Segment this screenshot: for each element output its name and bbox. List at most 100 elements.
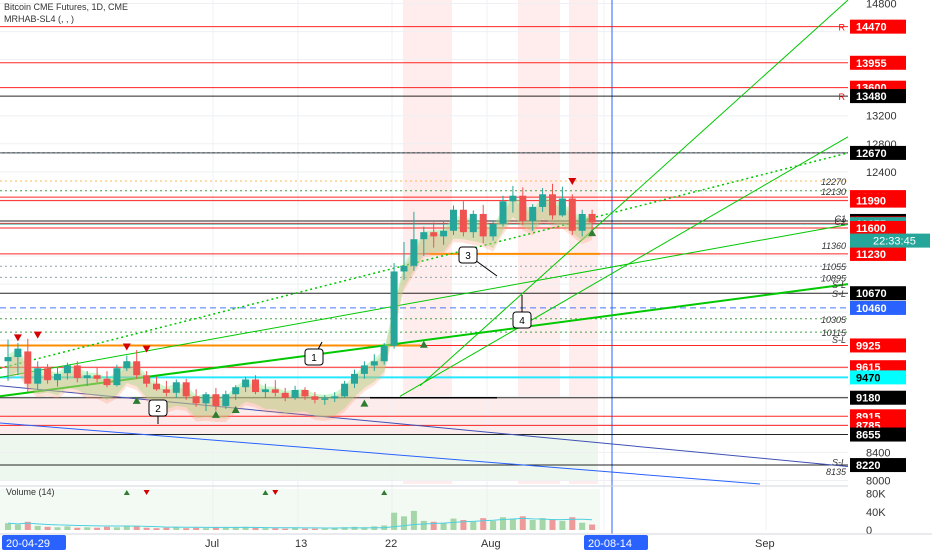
level-annotation: 10895 bbox=[821, 273, 847, 283]
candle-body bbox=[420, 232, 428, 240]
volume-tick-label: 40K bbox=[866, 507, 886, 519]
candle-body bbox=[301, 390, 309, 397]
volume-label: Volume (14) bbox=[6, 487, 55, 497]
volume-axis: 80K 40K 0 bbox=[866, 489, 886, 537]
volume-bar bbox=[500, 517, 506, 530]
time-tick-label: Jul bbox=[205, 538, 219, 550]
price-tick-label: 12400 bbox=[866, 167, 897, 179]
volume-bar bbox=[232, 527, 239, 530]
volume-bar bbox=[5, 523, 11, 530]
volume-buy-marker bbox=[381, 490, 388, 495]
countdown-text: 22:33:45 bbox=[873, 236, 916, 248]
volume-bar bbox=[539, 518, 546, 530]
price-label-box bbox=[850, 246, 906, 261]
candle-body bbox=[232, 387, 240, 395]
volume-bar bbox=[549, 519, 556, 530]
price-label-text: 11990 bbox=[856, 196, 886, 208]
callout-box bbox=[148, 399, 168, 417]
price-label-box bbox=[850, 55, 906, 70]
level-annotation: 10305 bbox=[821, 315, 847, 325]
candle-body bbox=[450, 209, 457, 231]
level-annotation: 10115 bbox=[822, 328, 847, 338]
chart-title: Bitcoin CME Futures, 1D, CME bbox=[4, 2, 129, 12]
time-tick-label: Sep bbox=[755, 538, 775, 550]
candle-body bbox=[341, 383, 349, 397]
price-tick-label: 8400 bbox=[866, 447, 890, 459]
price-label-text: 10670 bbox=[856, 288, 887, 300]
volume-bar bbox=[193, 527, 200, 530]
volume-bar bbox=[529, 519, 536, 530]
level-annotation: C1 bbox=[834, 214, 846, 224]
volume-bar bbox=[143, 527, 150, 530]
callout-number: 2 bbox=[155, 404, 161, 415]
indicator-label[interactable]: MRHAB-SL4 (, , ) bbox=[4, 14, 75, 24]
candle-body bbox=[410, 239, 418, 266]
sell-marker bbox=[142, 345, 151, 353]
volume-bar bbox=[203, 528, 209, 530]
time-label-box bbox=[2, 535, 66, 550]
volume-bar bbox=[519, 516, 526, 530]
callout-box bbox=[512, 311, 532, 329]
time-tick-label: 20-04-29 bbox=[6, 538, 50, 550]
price-tick-label: 14800 bbox=[866, 0, 897, 11]
volume-bar bbox=[490, 520, 497, 530]
candle-body bbox=[370, 361, 378, 366]
price-label-text: 9470 bbox=[856, 372, 880, 384]
candle-series[interactable] bbox=[4, 183, 596, 412]
volume-bar bbox=[410, 510, 417, 530]
volume-bar bbox=[84, 527, 91, 530]
price-label-box bbox=[850, 300, 906, 315]
price-axis[interactable]: 1480013200128001240084008000144701395513… bbox=[850, 0, 930, 487]
callout-number: 3 bbox=[465, 251, 471, 262]
candle-body bbox=[162, 389, 170, 393]
candle-body bbox=[519, 195, 527, 221]
candle-body bbox=[430, 232, 438, 237]
volume-bar bbox=[153, 528, 160, 530]
candle-body bbox=[4, 357, 12, 362]
candle-body bbox=[479, 213, 487, 237]
signal-markers bbox=[13, 177, 597, 418]
candle-body bbox=[568, 198, 576, 231]
volume-bar bbox=[183, 528, 190, 530]
volume-bar bbox=[64, 526, 71, 530]
price-label-text: 14470 bbox=[856, 22, 887, 34]
price-label-box bbox=[850, 390, 906, 405]
volume-buy-marker bbox=[262, 490, 269, 495]
candle-body bbox=[103, 378, 111, 386]
volume-bar bbox=[163, 527, 170, 530]
level-annotations: 1227012130C1C2113601105510895S-LS-L10305… bbox=[821, 23, 847, 477]
candle-body bbox=[588, 213, 596, 223]
volume-bar bbox=[212, 527, 219, 530]
candle-body bbox=[578, 213, 586, 231]
volume-bar bbox=[44, 526, 51, 530]
price-label-text: 9925 bbox=[856, 340, 880, 352]
volume-bar bbox=[460, 519, 467, 530]
candle-body bbox=[14, 348, 22, 358]
price-label-box bbox=[850, 427, 906, 442]
candle-body bbox=[93, 375, 101, 379]
time-label-box bbox=[584, 535, 648, 550]
candle-body bbox=[539, 194, 547, 207]
level-annotation: 12130 bbox=[821, 187, 846, 197]
candle-body bbox=[63, 365, 71, 374]
candle-body bbox=[123, 361, 131, 369]
candle-body bbox=[172, 382, 180, 393]
volume-bar bbox=[272, 528, 279, 530]
time-axis[interactable]: 20-04-29 Jul 13 22 Aug 20-08-14 Sep bbox=[0, 533, 932, 550]
volume-bar bbox=[14, 524, 21, 530]
candle-body bbox=[529, 206, 537, 221]
candle-body bbox=[558, 198, 566, 216]
price-label-box bbox=[850, 145, 906, 160]
volume-bar bbox=[262, 528, 269, 530]
volume-tick-label: 0 bbox=[866, 525, 872, 537]
candle-body bbox=[202, 394, 210, 404]
volume-bar bbox=[361, 527, 368, 530]
volume-bar bbox=[54, 527, 61, 530]
candle-body bbox=[261, 389, 269, 393]
volume-bar bbox=[311, 528, 318, 530]
volume-tick-label: 80K bbox=[866, 489, 886, 501]
sell-marker bbox=[13, 334, 22, 342]
volume-bar bbox=[242, 526, 249, 530]
candle-body bbox=[469, 213, 477, 233]
